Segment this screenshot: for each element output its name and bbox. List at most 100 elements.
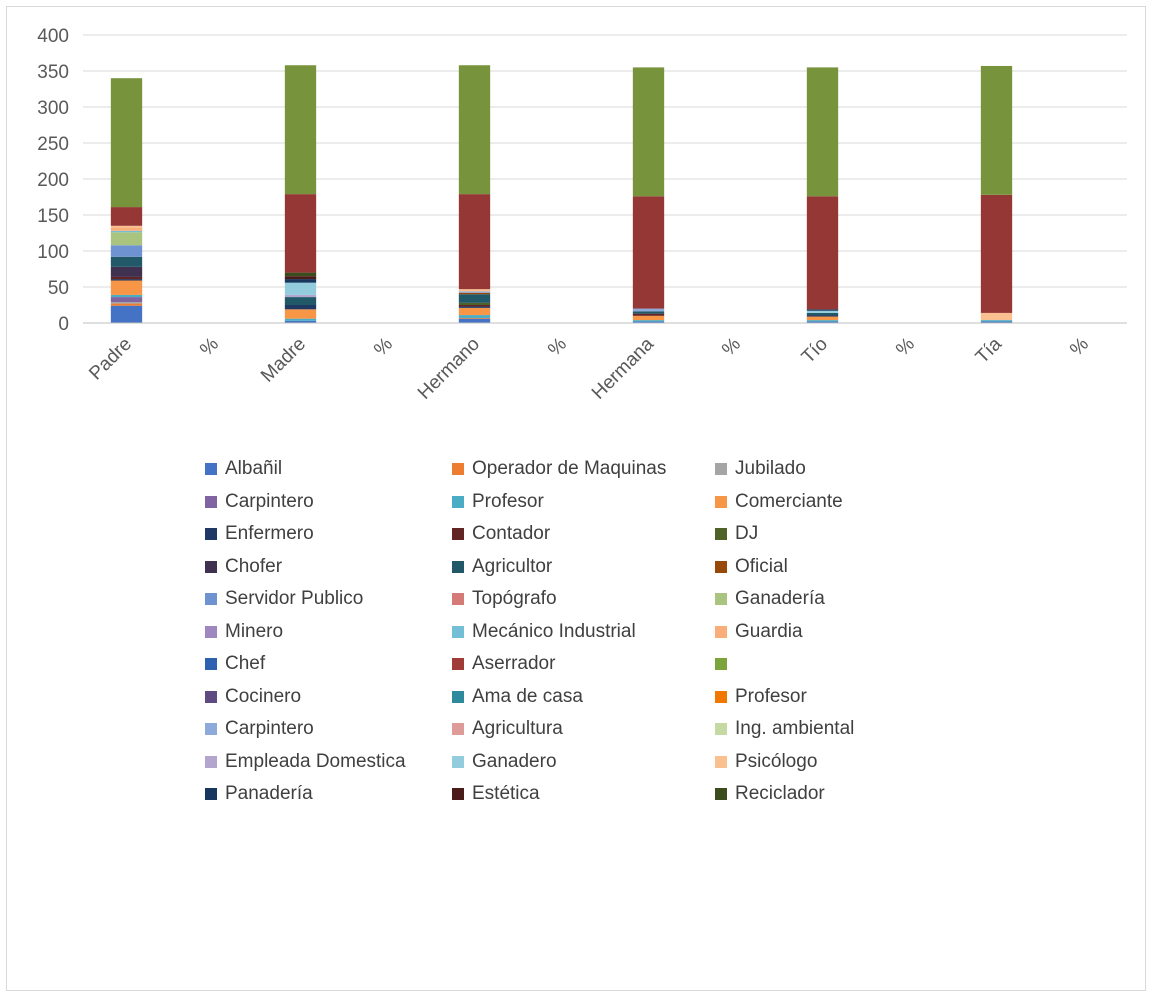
legend-swatch [715,560,727,573]
bar-segment [284,282,317,295]
bar-segment [110,297,143,303]
bar-segment [284,309,317,319]
bar-segment [458,291,491,293]
legend-label: Carpintero [225,718,314,739]
bar-segment [458,317,491,319]
legend-swatch [452,528,464,540]
y-tick-label: 200 [37,170,69,191]
legend-swatch [715,593,727,605]
legend-swatch [205,593,217,605]
legend-item: Ganadero [452,750,715,774]
x-tick-label: % [544,334,571,361]
legend-item: Albañil [205,457,452,481]
legend-item: Topógrafo [452,587,715,611]
y-tick-label: 50 [48,278,69,299]
legend-label: DJ [735,523,759,544]
bar-segment [110,78,143,208]
legend-label: Enfermero [225,523,314,544]
legend-label: Ganadero [472,750,557,772]
legend-swatch [715,625,727,638]
legend-label: Mecánico Industrial [472,620,636,642]
x-tick-label: Tía [972,333,1007,368]
y-tick-label: 400 [37,26,69,47]
x-tick-label: Hermana [588,333,658,403]
legend-swatch [205,723,217,735]
bar-segment [110,303,143,306]
legend-swatch [715,528,727,540]
bar-segment [632,320,665,322]
legend-swatch [715,690,727,703]
y-tick-labels: 0 50 100 150 200 250 300 350 400 [37,26,69,335]
bar-segment [458,306,491,308]
legend-item: Psicólogo [715,750,905,774]
legend-label: Empleada Domestica [225,750,406,772]
bar-segment [110,302,143,304]
legend-swatch [452,788,464,800]
bar-segment [980,320,1013,322]
legend-item: Carpintero [205,490,452,514]
legend-label: Guardia [735,620,803,642]
y-tick-label: 350 [37,62,69,83]
legend-label: Estética [472,783,540,804]
stacked-bar-chart: 0 50 100 150 200 250 300 350 400 Padre% Madre% Her… [37,26,1127,404]
bar-segment [110,279,143,281]
legend-item [715,652,905,676]
legend-item: Jubilado [715,457,905,481]
legend-item: Guardia [715,620,905,644]
legend-item: Mecánico Industrial [452,620,715,644]
legend-swatch [205,755,217,768]
bar-segment [806,312,839,316]
legend-swatch [205,625,217,638]
bar-segment [806,315,839,317]
legend-swatch [715,495,727,508]
legend-item: Operador de Maquinas [452,457,715,481]
legend-swatch [452,690,464,703]
legend-label: Oficial [735,555,788,577]
bar-segment [458,65,491,195]
legend-label: Ganadería [735,588,825,609]
legend-label: Agricultura [472,718,563,739]
legend-label: Minero [225,620,284,642]
legend-item: Panadería [205,782,452,806]
bar-segment [632,321,665,323]
legend-item: Comerciante [715,490,905,514]
legend-label: Jubilado [735,458,806,479]
legend-swatch [715,463,727,475]
bar-segment [110,232,143,246]
legend-swatch [452,495,464,508]
legend-label: Ing. ambiental [735,718,855,739]
legend-item: Estética [452,782,715,806]
legend-swatch [715,723,727,735]
x-tick-label: Hermano [414,334,484,404]
bar-segment [110,230,143,233]
legend-label: Agricultor [472,555,553,577]
x-tick-label: Tío [798,334,832,368]
legend-swatch [205,788,217,800]
legend-item: Aserrador [452,652,715,676]
bar-segment [284,279,317,283]
legend-item: Reciclador [715,782,905,806]
legend-swatch [715,755,727,768]
bar-segment [110,266,143,277]
legend-label: Reciclador [735,783,825,804]
bar-segment [806,309,839,311]
bar-segment [110,294,143,298]
bar-segment [110,225,143,228]
chart-frame: 0 50 100 150 200 250 300 350 400 Padre% Madre% Her… [6,6,1146,991]
bar-segment [110,256,143,267]
bar-segment [110,207,143,226]
legend-item: Minero [205,620,452,644]
bar-segment [458,294,491,303]
legend-item: Ama de casa [452,685,715,709]
bar-segment [458,292,491,295]
y-tick-label: 250 [37,134,69,155]
bar-segment [806,321,839,323]
bars [110,65,1100,324]
legend-swatch [715,658,727,670]
legend-item: Enfermero [205,522,452,546]
bar-segment [806,196,839,310]
legend-swatch [452,560,464,573]
legend-label: Carpintero [225,490,314,512]
legend-label: Panadería [225,783,313,804]
y-tick-label: 0 [58,314,69,335]
